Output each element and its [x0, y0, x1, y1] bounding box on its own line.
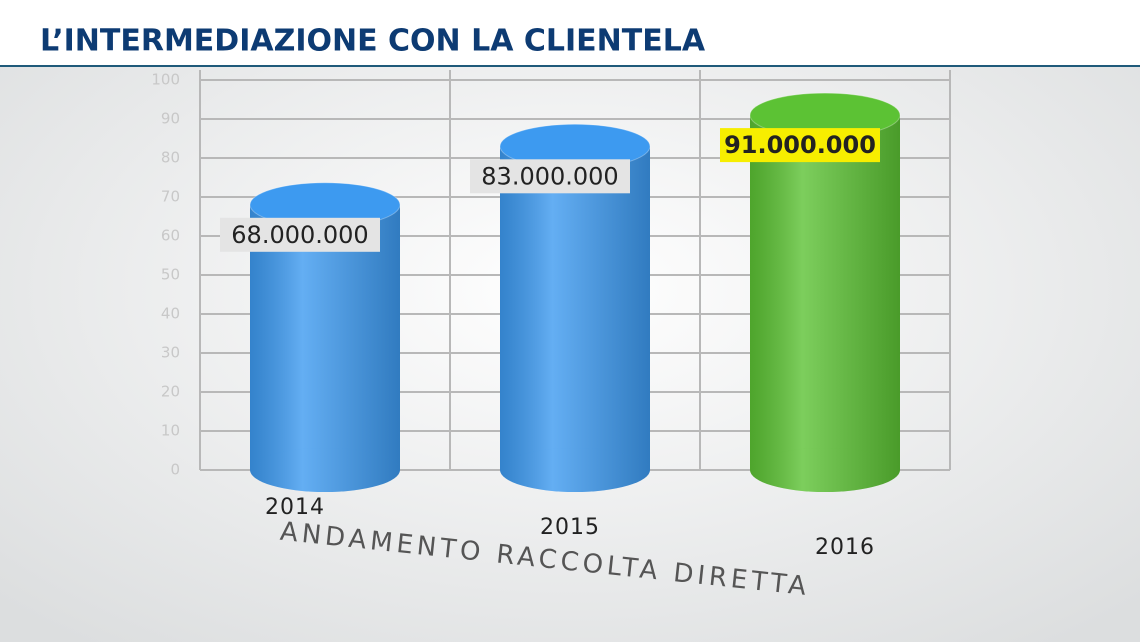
header	[0, 0, 1140, 66]
y-tick-label: 30	[161, 344, 180, 362]
y-tick-label: 70	[161, 188, 180, 206]
y-tick-label: 0	[170, 461, 180, 479]
y-tick-label: 100	[151, 71, 180, 89]
y-tick-label: 60	[161, 227, 180, 245]
y-tick-label: 20	[161, 383, 180, 401]
bar-base-shading	[500, 448, 650, 492]
chart-title: L’INTERMEDIAZIONE CON LA CLIENTELA	[40, 24, 706, 59]
x-tick-label: 2014	[265, 495, 325, 520]
value-label-bg	[220, 217, 380, 252]
value-label: 83.000.000	[481, 162, 618, 190]
bar-base-shading	[750, 448, 900, 492]
bar-shading	[500, 146, 650, 471]
y-tick-label: 50	[161, 266, 180, 284]
x-tick-label: 2016	[815, 535, 875, 560]
x-tick-label: 2015	[540, 515, 600, 540]
y-tick-label: 40	[161, 305, 180, 323]
bar-shading	[750, 115, 900, 470]
value-label: 68.000.000	[231, 221, 368, 249]
y-tick-label: 10	[161, 422, 180, 440]
bar-base-shading	[250, 448, 400, 492]
value-label-bg	[720, 128, 880, 163]
y-tick-label: 80	[161, 149, 180, 167]
value-label-bg	[470, 159, 630, 194]
value-label: 91.000.000	[724, 131, 876, 159]
y-tick-label: 90	[161, 110, 180, 128]
